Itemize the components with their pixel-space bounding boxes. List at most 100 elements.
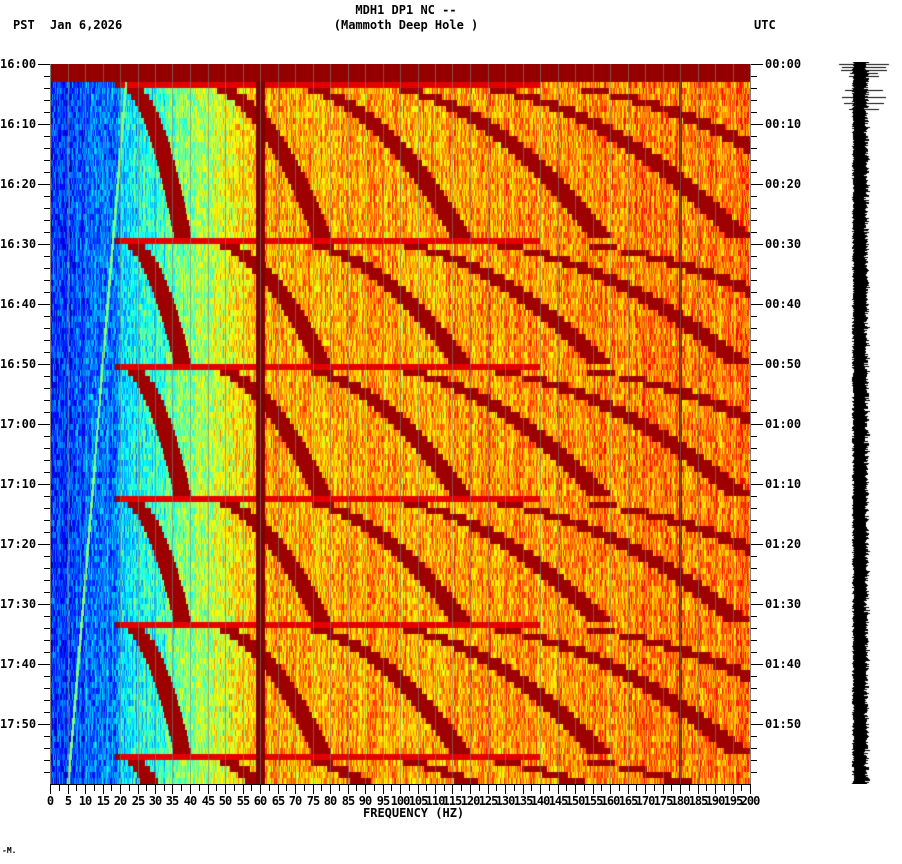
y-major-tick-right [751, 664, 763, 665]
x-tick [85, 784, 86, 794]
y-minor-tick-right [751, 388, 757, 389]
x-tick [251, 784, 252, 791]
y-major-tick-left [38, 124, 50, 125]
spectrogram-plot [50, 64, 751, 784]
x-tick [59, 784, 60, 791]
x-tick [190, 784, 191, 794]
y-minor-tick-right [751, 256, 757, 257]
x-tick [216, 784, 217, 791]
y-minor-tick-right [751, 352, 757, 353]
y-minor-tick-right [751, 148, 757, 149]
y-major-tick-left [38, 364, 50, 365]
station-title: MDH1 DP1 NC -- [355, 3, 457, 17]
x-tick [610, 784, 611, 794]
y-minor-tick-left [44, 712, 50, 713]
y-minor-tick-right [751, 460, 757, 461]
date-label: Jan 6,2026 [50, 18, 123, 32]
x-tick [426, 784, 427, 791]
x-tick [155, 784, 156, 794]
x-tick-label: 0 [46, 794, 54, 808]
x-tick [68, 784, 69, 794]
y-minor-tick-right [751, 760, 757, 761]
x-tick-label: 100 [390, 794, 411, 808]
y-tick-label-left: 17:20 [0, 537, 37, 551]
x-tick [496, 784, 497, 791]
right-timezone-label: UTC [754, 18, 776, 32]
x-tick-label: 60 [253, 794, 267, 808]
y-minor-tick-right [751, 268, 757, 269]
y-minor-tick-right [751, 280, 757, 281]
x-tick-label: 190 [705, 794, 726, 808]
x-tick-label: 35 [165, 794, 179, 808]
x-tick [461, 784, 462, 791]
x-tick [479, 784, 480, 791]
x-tick [400, 784, 401, 794]
x-tick [636, 784, 637, 791]
x-tick-label: 50 [218, 794, 232, 808]
y-tick-label-right: 00:00 [765, 57, 802, 71]
x-tick [208, 784, 209, 794]
x-tick-label: 20 [113, 794, 127, 808]
y-tick-label-right: 00:30 [765, 237, 802, 251]
plot-frame [50, 64, 751, 784]
x-tick-label: 85 [341, 794, 355, 808]
y-major-tick-right [751, 124, 763, 125]
y-minor-tick-right [751, 340, 757, 341]
y-minor-tick-right [751, 700, 757, 701]
x-tick-label: 5 [64, 794, 72, 808]
x-tick [164, 784, 165, 791]
x-tick [549, 784, 550, 791]
y-minor-tick-left [44, 232, 50, 233]
y-minor-tick-left [44, 388, 50, 389]
y-minor-tick-right [751, 88, 757, 89]
y-minor-tick-right [751, 520, 757, 521]
x-tick-label: 110 [425, 794, 446, 808]
y-minor-tick-left [44, 568, 50, 569]
y-minor-tick-right [751, 616, 757, 617]
y-minor-tick-left [44, 88, 50, 89]
x-tick [505, 784, 506, 794]
y-minor-tick-right [751, 508, 757, 509]
y-major-tick-right [751, 424, 763, 425]
x-tick [470, 784, 471, 794]
y-tick-label-left: 16:30 [0, 237, 37, 251]
y-tick-label-left: 17:30 [0, 597, 37, 611]
y-minor-tick-left [44, 460, 50, 461]
x-tick-label: 160 [600, 794, 621, 808]
x-tick-label: 165 [618, 794, 639, 808]
y-minor-tick-left [44, 772, 50, 773]
y-tick-label-right: 00:10 [765, 117, 802, 131]
x-tick-label: 70 [288, 794, 302, 808]
x-tick [50, 784, 51, 794]
x-tick [356, 784, 357, 791]
x-tick [680, 784, 681, 794]
y-minor-tick-right [751, 196, 757, 197]
y-major-tick-left [38, 304, 50, 305]
x-tick [365, 784, 366, 794]
y-tick-label-left: 16:50 [0, 357, 37, 371]
x-tick [295, 784, 296, 794]
x-tick-label: 90 [358, 794, 372, 808]
x-tick [654, 784, 655, 791]
x-tick [558, 784, 559, 794]
x-tick-label: 75 [306, 794, 320, 808]
x-tick [523, 784, 524, 794]
y-tick-label-right: 01:30 [765, 597, 802, 611]
y-minor-tick-left [44, 208, 50, 209]
x-tick [750, 784, 751, 794]
y-minor-tick-right [751, 676, 757, 677]
y-minor-tick-right [751, 316, 757, 317]
y-minor-tick-left [44, 760, 50, 761]
y-major-tick-left [38, 424, 50, 425]
y-minor-tick-right [751, 712, 757, 713]
x-tick-label: 95 [376, 794, 390, 808]
y-minor-tick-right [751, 628, 757, 629]
y-tick-label-left: 16:10 [0, 117, 37, 131]
y-minor-tick-left [44, 736, 50, 737]
y-tick-label-left: 17:40 [0, 657, 37, 671]
x-tick-label: 115 [442, 794, 463, 808]
x-tick [94, 784, 95, 791]
x-tick-label: 145 [548, 794, 569, 808]
y-major-tick-right [751, 724, 763, 725]
y-tick-label-right: 01:40 [765, 657, 802, 671]
